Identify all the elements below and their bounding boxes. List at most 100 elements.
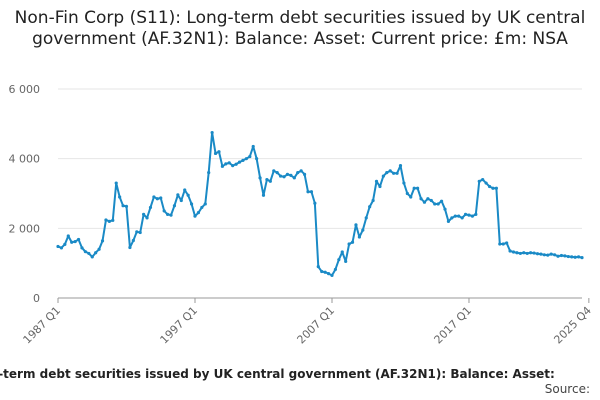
data-point	[546, 253, 550, 257]
data-point	[306, 190, 310, 194]
y-tick-label: 4 000	[9, 153, 41, 166]
data-point	[207, 171, 211, 175]
data-point	[518, 251, 522, 256]
data-point	[511, 250, 516, 254]
series-line	[57, 131, 583, 277]
data-point	[66, 234, 70, 238]
data-point	[374, 179, 379, 183]
grid	[58, 88, 582, 229]
data-point	[570, 255, 574, 259]
data-point	[162, 209, 166, 213]
data-point	[56, 244, 60, 249]
data-point	[145, 216, 149, 220]
data-point	[326, 272, 331, 276]
data-point	[361, 228, 365, 232]
data-point	[261, 193, 266, 197]
source-label: Source:	[544, 382, 590, 396]
data-point	[498, 242, 502, 246]
data-point	[231, 164, 235, 168]
data-point	[265, 177, 269, 182]
data-point	[463, 212, 468, 216]
data-point	[320, 269, 324, 274]
x-tick-label: 2007 Q1	[295, 304, 338, 347]
data-point	[525, 251, 529, 256]
data-point	[419, 197, 423, 201]
data-point	[535, 252, 540, 256]
data-point	[453, 214, 457, 218]
data-point	[481, 177, 485, 182]
data-series	[56, 130, 584, 277]
data-point	[241, 158, 245, 163]
data-point	[159, 196, 163, 200]
data-point	[213, 151, 218, 156]
y-tick-label: 6 000	[9, 83, 41, 96]
data-point	[279, 174, 283, 178]
data-point	[333, 267, 338, 272]
data-point	[70, 240, 74, 244]
data-point	[244, 157, 248, 161]
data-point	[248, 154, 252, 159]
data-point	[97, 247, 101, 251]
data-point	[179, 198, 183, 203]
data-point	[474, 212, 478, 216]
data-point	[224, 162, 228, 166]
data-point	[340, 250, 344, 254]
y-tick-label: 2 000	[9, 222, 41, 235]
data-point	[354, 223, 358, 227]
data-point	[446, 219, 451, 223]
data-point	[494, 186, 498, 190]
data-point	[412, 186, 416, 190]
data-point	[142, 212, 146, 216]
data-point	[501, 242, 505, 246]
data-point	[111, 218, 115, 222]
data-point	[275, 171, 279, 175]
data-point	[299, 169, 303, 173]
data-point	[522, 251, 526, 255]
data-point	[227, 161, 231, 165]
data-point	[313, 201, 317, 205]
data-point	[532, 251, 536, 255]
x-tick-label: 1997 Q1	[158, 304, 201, 347]
data-point	[131, 238, 135, 243]
data-point	[436, 202, 440, 206]
data-point	[128, 245, 132, 250]
data-point	[505, 241, 509, 245]
data-point	[457, 214, 461, 218]
data-point	[289, 173, 293, 177]
data-point	[576, 255, 581, 259]
data-point	[107, 219, 111, 223]
data-point	[80, 246, 84, 250]
series-legend: Long-term debt securities issued by UK c…	[0, 367, 600, 381]
data-point	[309, 190, 314, 194]
x-tick-label: 1987 Q1	[21, 304, 64, 347]
data-point	[580, 255, 584, 260]
data-point	[83, 250, 87, 254]
data-point	[73, 239, 77, 244]
data-point	[193, 214, 197, 218]
data-point	[491, 186, 495, 190]
data-point	[220, 164, 224, 168]
data-point	[385, 171, 389, 175]
data-point	[388, 169, 392, 173]
x-axis: 1987 Q1 1997 Q1 2007 Q1 2017 Q1 2025 Q4	[21, 297, 594, 347]
data-point	[210, 130, 214, 135]
data-point	[460, 216, 464, 220]
data-point	[559, 253, 564, 258]
data-point	[196, 211, 201, 215]
data-point	[186, 193, 190, 197]
data-point	[378, 184, 382, 189]
data-point	[59, 246, 64, 250]
data-point	[234, 162, 238, 166]
data-point	[477, 179, 481, 183]
data-point	[549, 252, 553, 256]
data-point	[203, 202, 207, 206]
data-point	[429, 198, 433, 203]
data-point	[63, 242, 67, 246]
data-point	[422, 200, 427, 204]
x-tick-label: 2017 Q1	[432, 304, 475, 347]
data-point	[487, 184, 492, 189]
data-point	[296, 171, 300, 175]
data-point	[508, 249, 512, 253]
data-point	[292, 176, 296, 180]
data-point	[94, 251, 98, 255]
